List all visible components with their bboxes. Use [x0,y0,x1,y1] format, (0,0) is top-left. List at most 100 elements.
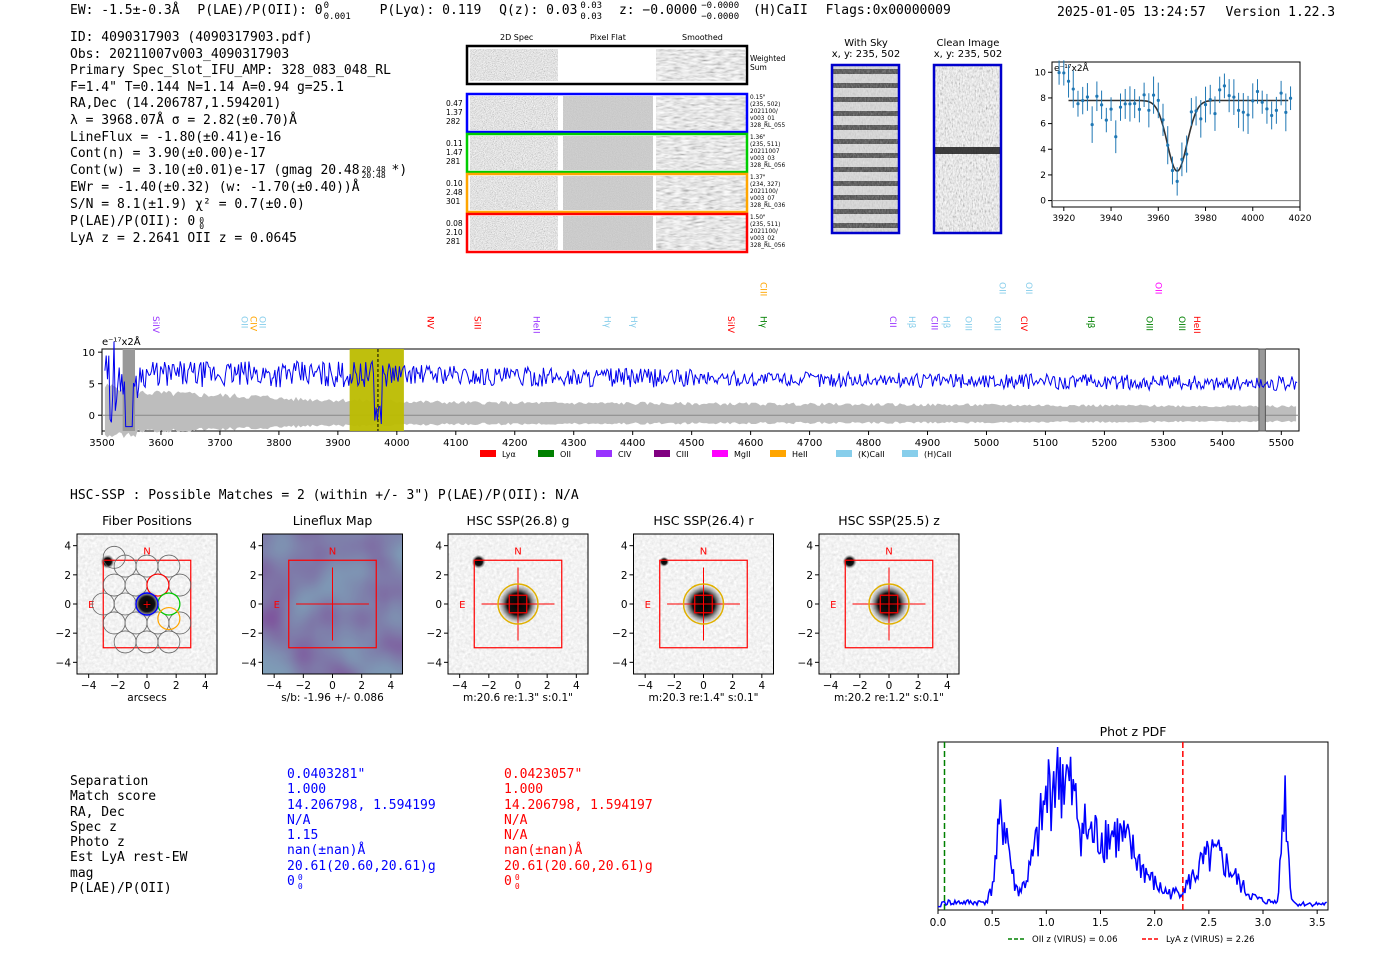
spec-flux-line [104,341,1298,428]
spec-xtick-label: 3600 [148,438,173,449]
fit-data-point [1279,80,1283,106]
fiber-circle [102,611,126,635]
cutout-right-value: 20211007 [750,149,780,155]
fit-data-point [1194,96,1198,126]
cutout-smooth-image [656,176,746,210]
hsc-xtick-label: 2 [358,680,365,692]
spec-xtick-label: 3800 [266,438,291,449]
spec-line-label: SiII [472,316,482,330]
photz-xtick-label: 0.0 [930,917,947,929]
photz-xtick-label: 2.5 [1200,917,1217,929]
hsc-xtick-label: 0 [700,680,707,692]
spec-line-name: HeII [531,316,541,334]
spec-line-label: SiIV [150,316,160,334]
match-label: Photo z [70,835,125,851]
header-plae-sup: 0 [323,1,330,11]
hsc-search-box [288,559,377,649]
spec-xtick-label: 4100 [443,438,468,449]
clean-title: Clean Image x, y: 235, 502 [927,38,1009,60]
weighted-smooth-image [656,49,746,81]
cutout-left-value: 2.48 [446,188,463,197]
spec-line-name: CIII [758,282,768,296]
cutout-2d-image [470,96,558,130]
spec-line-name: OIII [963,316,973,331]
hsc-xtick-label: −4 [81,680,97,692]
hsc-search-box [844,559,934,649]
header-qz: Q(z): 0.03 [499,3,578,18]
hsc-ytick-label: 4 [621,541,628,553]
col-2d-label: 2D Spec [500,33,534,42]
match-value: 1.000 [287,782,436,797]
with-sky-noise [832,65,899,233]
hsc-xtick-label: −2 [667,680,682,692]
match-label: mag [70,865,94,881]
hsc-ytick-label: 2 [435,570,442,582]
source-box [879,594,899,614]
source-box [694,594,713,614]
info-sn: S/N = 8.1(±1.9) χ² = 0.7(±0.0) [70,196,305,212]
fit-ylabel: e⁻¹⁷x2Å [1054,62,1090,74]
match-plae-sub: 0 [297,882,303,892]
hsc-xtick-label: −4 [823,680,839,692]
fit-ytick-label: 4 [1040,145,1046,155]
cutout-left-value: 1.47 [446,148,463,157]
hsc-ytick-label: 0 [64,599,71,611]
spec-legend-label: (K)CaII [858,450,885,459]
spec-line-name: OII [239,316,249,328]
spec-legend-item: OII [538,450,571,459]
fit-data-point [1057,60,1061,85]
spec-xtick-label: 4500 [679,438,704,449]
info-obs: Obs: 20211007v003_4090317903 [70,46,290,62]
hsc-xtick-label: −2 [852,680,867,692]
cutout-row-frame [465,132,749,174]
match-value: N/A [287,813,436,828]
spec-line-label: Hβ [1085,316,1095,329]
match-value-text: 14.206798, 1.594197 [504,797,653,813]
fit-xtick-label: 4000 [1241,214,1264,224]
with-sky-coords: x, y: 235, 502 [831,49,901,60]
sky-svg [830,63,1003,235]
cutout-smooth-image [656,136,746,170]
fit-data-point [1076,90,1080,117]
spec-xtick-label: 4900 [915,438,940,449]
hsc-panel-title: Lineflux Map [293,513,373,528]
info-ewr: EWr = -1.40(±0.32) (w: -1.70(±0.40))Å [70,180,360,196]
spec-line-name: CIV [247,316,257,332]
spec-line-name: OIII [992,316,1002,331]
match-value: 0.0403281" [287,767,436,782]
hsc-ytick-label: 4 [250,541,257,553]
cutout-right-value: v003_02 [750,236,775,242]
info-plae-sub: 0 [199,221,205,231]
east-label: E [645,600,651,611]
fiber-circle [102,545,126,569]
fit-data-point [1180,142,1184,177]
photz-xtick-label: 0.5 [984,917,1001,929]
photz-legend-lya: LyA z (VIRUS) = 2.26 [1166,935,1255,945]
hsc-ytick-label: −4 [241,657,257,669]
fit-data-point [1232,79,1236,115]
fit-data-point [1208,84,1212,115]
cutout-left-value: 1.37 [446,108,463,117]
cutout-flat-image [563,96,653,130]
spec-line-label: OIII [1144,316,1154,331]
clean-coords: x, y: 235, 502 [933,49,1003,60]
spec-line-label: Hγ [628,316,638,329]
spec-xtick-label: 3900 [325,438,350,449]
spec-line-name: CIV [1018,316,1028,332]
weighted-2d-image [470,49,558,81]
match-value-text: 0 [504,874,512,890]
hsc-panel-caption: m:20.6 re:1.3" s:0.1" [463,692,573,704]
cutout-right-value: (235, 511) [750,142,781,148]
hsc-panel-caption: m:20.3 re:1.4" s:0.1" [649,692,759,704]
fit-data-point [1274,96,1278,124]
spec-line-label: Hβ [940,316,950,329]
match-label: Est LyA rest-EW [70,850,188,866]
hsc-panel-caption: m:20.2 re:1.2" s:0.1" [834,692,944,704]
fiber-circle [157,630,181,654]
hsc-xtick-label: 0 [329,680,336,692]
spec-line-label: Hβ [906,316,916,329]
spec-line-label: OII [1153,282,1163,294]
